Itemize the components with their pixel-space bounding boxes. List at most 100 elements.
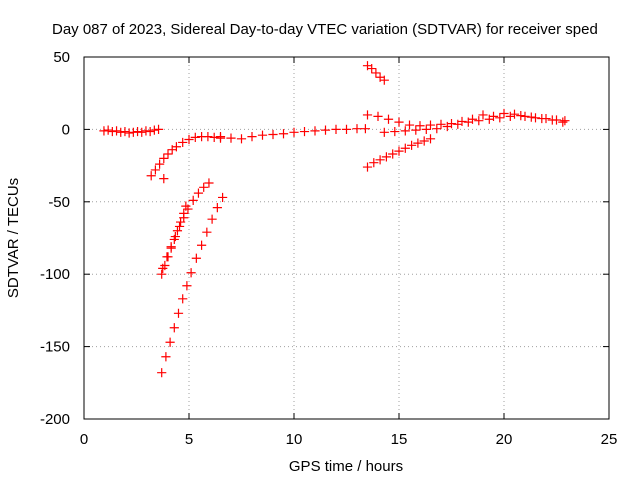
data-point <box>509 109 520 119</box>
data-point <box>425 134 436 144</box>
data-point <box>474 116 484 126</box>
data-point <box>371 68 381 78</box>
data-point <box>442 121 452 132</box>
data-point <box>199 182 209 192</box>
data-point <box>184 134 194 145</box>
data-point <box>432 124 442 134</box>
data-point <box>400 143 410 153</box>
chart-title: Day 087 of 2023, Sidereal Day-to-day VTE… <box>52 21 598 38</box>
data-series-arc-7 <box>159 174 169 184</box>
data-series-arc-4 <box>158 178 214 274</box>
data-point <box>537 113 547 124</box>
data-point <box>520 111 530 121</box>
data-point <box>202 227 212 237</box>
data-point <box>124 128 134 138</box>
data-point <box>141 126 151 136</box>
data-point <box>146 171 156 181</box>
data-point <box>362 110 373 120</box>
data-point <box>116 127 126 137</box>
data-point <box>320 125 331 135</box>
x-tick-label: 10 <box>286 431 303 448</box>
data-point <box>289 127 299 137</box>
data-point <box>158 263 168 274</box>
axis-ticks <box>83 56 610 420</box>
tick-labels: 0 5 10 15 20 25 -200 -150 -100 -50 0 50 <box>40 49 617 448</box>
data-point <box>215 132 226 142</box>
data-point <box>560 116 570 126</box>
data-point <box>191 253 201 263</box>
data-point <box>107 126 117 137</box>
data-point <box>209 132 219 142</box>
data-point <box>388 149 398 159</box>
data-point <box>190 132 200 142</box>
data-point <box>173 308 184 318</box>
data-point <box>169 323 179 333</box>
data-point <box>193 188 204 198</box>
data-point <box>150 165 160 175</box>
data-series-arc-8 <box>362 61 389 85</box>
data-point <box>207 214 217 224</box>
data-series <box>99 61 570 378</box>
data-point <box>381 152 391 162</box>
data-point <box>155 159 165 169</box>
data-point <box>379 127 389 137</box>
data-point <box>369 158 379 168</box>
data-point <box>516 111 526 121</box>
data-point <box>375 155 385 165</box>
data-point <box>178 294 188 304</box>
data-point <box>453 119 463 129</box>
data-point <box>203 132 213 142</box>
data-point <box>197 240 207 250</box>
data-point <box>186 268 196 278</box>
data-point <box>400 126 410 136</box>
data-point <box>352 124 362 134</box>
data-point <box>170 231 180 242</box>
data-point <box>137 127 147 137</box>
data-point <box>413 138 423 148</box>
x-tick-label: 5 <box>185 431 193 448</box>
data-point <box>367 63 377 74</box>
data-point <box>407 140 417 150</box>
data-point <box>188 195 198 205</box>
data-series-arc-1 <box>99 124 164 138</box>
data-point <box>373 111 383 121</box>
data-point <box>299 126 310 137</box>
data-point <box>310 126 320 136</box>
data-point <box>178 137 188 148</box>
data-point <box>390 126 400 137</box>
data-point <box>478 110 488 120</box>
y-tick-label: -150 <box>40 339 70 356</box>
data-point <box>171 142 181 152</box>
data-point <box>415 121 425 131</box>
data-point <box>159 153 169 163</box>
data-point <box>157 269 167 279</box>
data-point <box>159 174 169 184</box>
data-point <box>394 146 404 156</box>
data-point <box>163 149 173 159</box>
data-point <box>257 130 268 140</box>
data-point <box>153 124 164 134</box>
data-point <box>425 120 436 130</box>
x-tick-label: 20 <box>496 431 513 448</box>
data-point <box>526 112 536 122</box>
y-tick-label: 0 <box>62 121 70 138</box>
data-point <box>411 125 421 135</box>
x-tick-label: 15 <box>391 431 408 448</box>
data-point <box>226 133 236 143</box>
data-point <box>103 125 113 135</box>
data-point <box>212 202 222 213</box>
data-point <box>436 119 446 129</box>
grid-lines <box>84 57 609 419</box>
data-point <box>379 75 389 85</box>
data-point <box>463 117 473 127</box>
data-point <box>132 126 143 137</box>
data-point <box>247 132 257 142</box>
data-point <box>421 124 431 134</box>
data-point <box>499 108 509 119</box>
data-point <box>419 136 429 146</box>
data-point <box>145 126 155 137</box>
y-tick-label: 50 <box>53 49 70 66</box>
data-point <box>166 242 176 252</box>
data-point <box>331 124 341 134</box>
